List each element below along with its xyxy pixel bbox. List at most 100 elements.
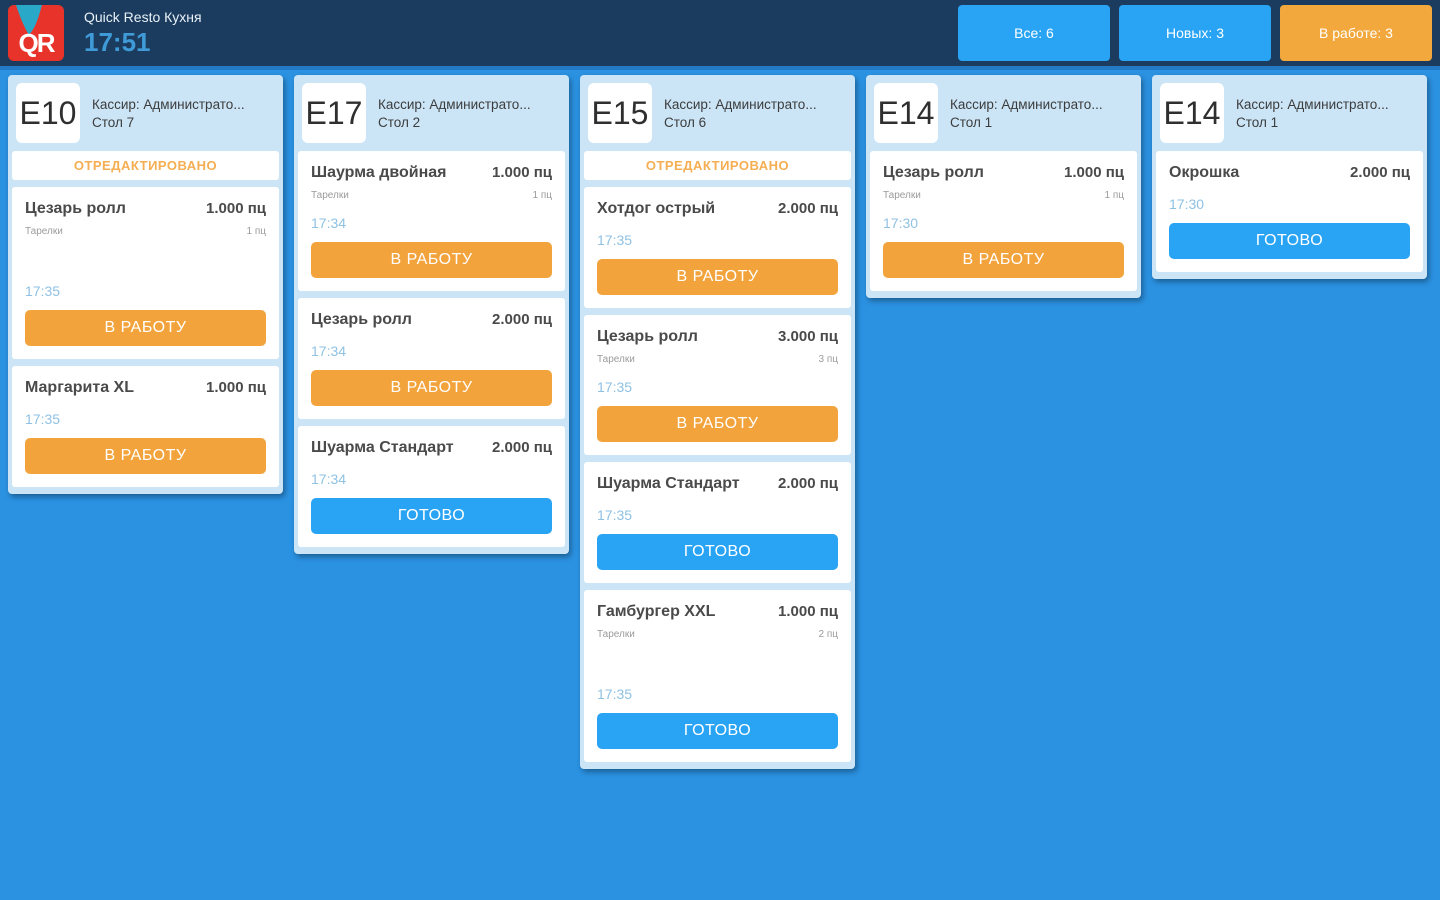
item-name: Гамбургер XXL (597, 603, 716, 620)
order-card: E17 Кассир: Администрато... Стол 2 Шаурм… (294, 75, 569, 554)
order-number: E17 (302, 83, 366, 143)
order-card-header: E17 Кассир: Администрато... Стол 2 (298, 75, 565, 151)
item-time: 17:35 (597, 379, 633, 395)
order-card-header: E14 Кассир: Администрато... Стол 1 (870, 75, 1137, 151)
edited-banner: ОТРЕДАКТИРОВАНО (12, 151, 279, 180)
item-time: 17:35 (597, 686, 633, 702)
item-time: 17:35 (597, 507, 633, 523)
order-items: Шаурма двойная 1.000 пц Тарелки 1 пц 17:… (298, 151, 565, 547)
filter-buttons: Все: 6 Новых: 3 В работе: 3 (958, 5, 1432, 61)
item-quantity: 1.000 пц (1064, 164, 1124, 181)
order-item: Шуарма Стандарт 2.000 пц 17:34 ГОТОВО (298, 426, 565, 547)
order-number: E14 (874, 83, 938, 143)
item-time: 17:34 (311, 343, 347, 359)
item-status-button[interactable]: ГОТОВО (597, 534, 838, 570)
item-time: 17:34 (311, 471, 347, 487)
item-quantity: 3.000 пц (778, 328, 838, 345)
clock: 17:51 (84, 26, 151, 57)
order-item: Хотдог острый 2.000 пц 17:35 В РАБОТУ (584, 187, 851, 308)
cashier-label: Кассир: Администрато... (950, 96, 1103, 112)
modifier-name: Тарелки (311, 190, 349, 201)
modifier-quantity: 2 пц (818, 629, 838, 640)
order-card: E14 Кассир: Администрато... Стол 1 Окрош… (1152, 75, 1427, 279)
item-status-button[interactable]: В РАБОТУ (883, 242, 1124, 278)
item-quantity: 1.000 пц (206, 200, 266, 217)
item-status-button[interactable]: ГОТОВО (597, 713, 838, 749)
item-time: 17:34 (311, 215, 347, 231)
item-status-button[interactable]: ГОТОВО (1169, 223, 1410, 259)
item-name: Хотдог острый (597, 200, 716, 217)
item-status-button[interactable]: В РАБОТУ (25, 310, 266, 346)
item-modifier-row: Тарелки 1 пц (311, 190, 552, 201)
order-number: E14 (1160, 83, 1224, 143)
order-board: E10 Кассир: Администрато... Стол 7 ОТРЕД… (0, 70, 1440, 774)
cashier-label: Кассир: Администрато... (1236, 96, 1389, 112)
item-modifier-row: Тарелки 1 пц (883, 190, 1124, 201)
order-card: E15 Кассир: Администрато... Стол 6 ОТРЕД… (580, 75, 855, 769)
order-item: Шаурма двойная 1.000 пц Тарелки 1 пц 17:… (298, 151, 565, 291)
modifier-quantity: 1 пц (1104, 190, 1124, 201)
modifier-name: Тарелки (597, 629, 635, 640)
order-item: Цезарь ролл 1.000 пц Тарелки 1 пц 17:35 … (12, 187, 279, 359)
item-time: 17:35 (25, 283, 61, 299)
filter-in-progress-button[interactable]: В работе: 3 (1280, 5, 1432, 61)
item-time: 17:30 (1169, 196, 1205, 212)
cashier-label: Кассир: Администрато... (92, 96, 245, 112)
item-name: Цезарь ролл (25, 200, 126, 217)
order-card-header: E10 Кассир: Администрато... Стол 7 (12, 75, 279, 151)
order-items: Цезарь ролл 1.000 пц Тарелки 1 пц 17:30 … (870, 151, 1137, 291)
item-name: Шаурма двойная (311, 164, 447, 181)
item-quantity: 2.000 пц (778, 475, 838, 492)
item-name: Маргарита XL (25, 379, 134, 396)
order-item: Цезарь ролл 1.000 пц Тарелки 1 пц 17:30 … (870, 151, 1137, 291)
logo-flag-icon (16, 5, 42, 35)
modifier-name: Тарелки (25, 226, 63, 237)
order-item: Шуарма Стандарт 2.000 пц 17:35 ГОТОВО (584, 462, 851, 583)
modifier-quantity: 3 пц (818, 354, 838, 365)
item-name: Цезарь ролл (597, 328, 698, 345)
table-label: Стол 7 (92, 114, 135, 130)
modifier-name: Тарелки (597, 354, 635, 365)
modifier-quantity: 1 пц (246, 226, 266, 237)
order-item: Цезарь ролл 2.000 пц 17:34 В РАБОТУ (298, 298, 565, 419)
order-item: Гамбургер XXL 1.000 пц Тарелки 2 пц 17:3… (584, 590, 851, 762)
filter-new-button[interactable]: Новых: 3 (1119, 5, 1271, 61)
logo-letters: QR (18, 28, 56, 58)
item-quantity: 1.000 пц (492, 164, 552, 181)
item-status-button[interactable]: В РАБОТУ (311, 370, 552, 406)
table-label: Стол 6 (664, 114, 707, 130)
order-number: E15 (588, 83, 652, 143)
item-status-button[interactable]: В РАБОТУ (311, 242, 552, 278)
order-card: E10 Кассир: Администрато... Стол 7 ОТРЕД… (8, 75, 283, 494)
table-label: Стол 1 (1236, 114, 1279, 130)
item-name: Окрошка (1169, 164, 1240, 181)
order-card-header: E15 Кассир: Администрато... Стол 6 (584, 75, 851, 151)
item-quantity: 1.000 пц (778, 603, 838, 620)
filter-all-button[interactable]: Все: 6 (958, 5, 1110, 61)
item-time: 17:35 (25, 411, 61, 427)
item-time: 17:35 (597, 232, 633, 248)
item-status-button[interactable]: В РАБОТУ (597, 259, 838, 295)
order-item: Окрошка 2.000 пц 17:30 ГОТОВО (1156, 151, 1423, 272)
edited-banner: ОТРЕДАКТИРОВАНО (584, 151, 851, 180)
item-modifier-row: Тарелки 3 пц (597, 354, 838, 365)
top-bar: QR Quick Resto Кухня 17:51 Все: 6 Новых:… (0, 0, 1440, 70)
item-name: Шуарма Стандарт (597, 475, 740, 492)
item-status-button[interactable]: ГОТОВО (311, 498, 552, 534)
item-name: Цезарь ролл (883, 164, 984, 181)
order-item: Цезарь ролл 3.000 пц Тарелки 3 пц 17:35 … (584, 315, 851, 455)
order-item: Маргарита XL 1.000 пц 17:35 В РАБОТУ (12, 366, 279, 487)
item-status-button[interactable]: В РАБОТУ (25, 438, 266, 474)
table-label: Стол 1 (950, 114, 993, 130)
cashier-label: Кассир: Администрато... (378, 96, 531, 112)
order-number: E10 (16, 83, 80, 143)
item-quantity: 1.000 пц (206, 379, 266, 396)
item-quantity: 2.000 пц (1350, 164, 1410, 181)
item-modifier-row: Тарелки 1 пц (25, 226, 266, 237)
item-status-button[interactable]: В РАБОТУ (597, 406, 838, 442)
item-quantity: 2.000 пц (492, 439, 552, 456)
item-quantity: 2.000 пц (778, 200, 838, 217)
item-modifier-row: Тарелки 2 пц (597, 629, 838, 640)
quick-resto-logo: QR (8, 5, 64, 61)
table-label: Стол 2 (378, 114, 421, 130)
